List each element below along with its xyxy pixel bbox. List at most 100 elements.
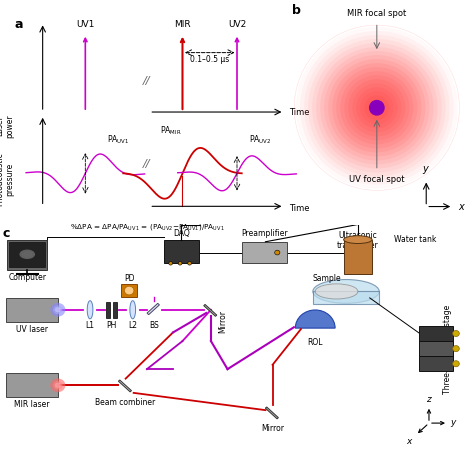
Circle shape: [368, 99, 385, 116]
Circle shape: [188, 262, 191, 265]
Text: b: b: [292, 4, 301, 18]
Circle shape: [55, 307, 61, 313]
Text: BS: BS: [149, 321, 159, 330]
Text: Mirror: Mirror: [261, 424, 284, 433]
Circle shape: [365, 95, 389, 120]
Circle shape: [50, 379, 65, 392]
Text: PA$_\mathrm{MIR}$: PA$_\mathrm{MIR}$: [160, 124, 182, 137]
Circle shape: [169, 262, 173, 265]
Circle shape: [320, 51, 434, 164]
Circle shape: [316, 47, 438, 168]
Text: L1: L1: [86, 321, 94, 330]
Text: %ΔPA = ΔPA/PA$_\mathrm{UV1}$ = (PA$_\mathrm{UV2}$−PA$_\mathrm{UV1}$)/PA$_\mathrm: %ΔPA = ΔPA/PA$_\mathrm{UV1}$ = (PA$_\mat…: [70, 222, 224, 232]
Text: a: a: [14, 18, 23, 31]
Circle shape: [274, 250, 280, 255]
Text: ROL: ROL: [308, 338, 323, 347]
Circle shape: [328, 59, 426, 156]
Polygon shape: [118, 380, 131, 392]
FancyBboxPatch shape: [419, 326, 453, 341]
Circle shape: [124, 286, 134, 295]
Text: PD: PD: [124, 274, 135, 283]
Circle shape: [453, 330, 459, 337]
FancyBboxPatch shape: [313, 291, 379, 304]
Text: PH: PH: [106, 321, 117, 330]
FancyBboxPatch shape: [164, 240, 199, 264]
Polygon shape: [204, 304, 217, 317]
Circle shape: [344, 75, 410, 141]
Text: Three-axis motor stage: Three-axis motor stage: [444, 304, 452, 394]
Bar: [113, 302, 117, 318]
Polygon shape: [265, 407, 278, 419]
Circle shape: [312, 43, 442, 172]
Text: $x$: $x$: [458, 202, 466, 211]
Text: UV2: UV2: [228, 20, 246, 29]
Polygon shape: [87, 301, 93, 319]
FancyBboxPatch shape: [7, 240, 47, 270]
FancyBboxPatch shape: [121, 284, 137, 297]
Circle shape: [324, 55, 429, 160]
Text: Time: Time: [289, 204, 310, 213]
Text: Laser
power: Laser power: [0, 114, 14, 137]
Text: Sample: Sample: [313, 274, 341, 283]
Circle shape: [308, 39, 446, 176]
Text: UV focal spot: UV focal spot: [349, 175, 405, 184]
Text: MIR focal spot: MIR focal spot: [347, 9, 406, 18]
Circle shape: [453, 346, 459, 352]
Text: Computer: Computer: [8, 273, 46, 282]
Text: $z$: $z$: [426, 395, 432, 404]
Text: 0.1–0.5 μs: 0.1–0.5 μs: [190, 55, 229, 64]
Text: //: //: [143, 159, 151, 169]
Circle shape: [373, 103, 381, 112]
Ellipse shape: [313, 280, 379, 303]
Ellipse shape: [315, 284, 358, 299]
Text: $y$: $y$: [422, 164, 430, 176]
Text: c: c: [2, 227, 10, 240]
Circle shape: [336, 67, 418, 149]
Circle shape: [356, 87, 397, 128]
Bar: [106, 302, 110, 318]
Text: UV laser: UV laser: [16, 325, 48, 334]
Text: Water tank: Water tank: [393, 235, 436, 244]
FancyBboxPatch shape: [419, 356, 453, 371]
FancyBboxPatch shape: [419, 341, 453, 356]
Polygon shape: [130, 301, 136, 319]
Circle shape: [50, 303, 65, 317]
Text: $x$: $x$: [406, 437, 414, 446]
FancyBboxPatch shape: [242, 242, 287, 264]
Ellipse shape: [22, 251, 33, 258]
Circle shape: [53, 381, 63, 390]
Circle shape: [55, 383, 61, 388]
Text: DAQ: DAQ: [173, 229, 190, 238]
Wedge shape: [295, 310, 335, 328]
Text: Photoacoustic
pressure: Photoacoustic pressure: [0, 153, 14, 207]
Circle shape: [453, 361, 459, 367]
Text: L2: L2: [128, 321, 137, 330]
Text: Ultrasonic
transducer: Ultrasonic transducer: [337, 231, 379, 251]
Text: Time: Time: [289, 109, 310, 118]
Circle shape: [53, 305, 63, 314]
FancyBboxPatch shape: [344, 240, 372, 274]
Text: MIR laser: MIR laser: [14, 400, 49, 409]
Circle shape: [332, 63, 421, 152]
Circle shape: [370, 101, 384, 115]
Ellipse shape: [19, 250, 35, 259]
Text: Mirror: Mirror: [218, 310, 227, 333]
Text: PA$_\mathrm{UV1}$: PA$_\mathrm{UV1}$: [107, 134, 129, 146]
Text: MIR: MIR: [174, 20, 191, 29]
Ellipse shape: [344, 236, 372, 243]
FancyBboxPatch shape: [9, 242, 45, 267]
Circle shape: [360, 91, 393, 124]
Text: $y$: $y$: [450, 418, 458, 429]
Circle shape: [348, 79, 405, 136]
Circle shape: [178, 262, 182, 265]
Text: //: //: [143, 76, 151, 86]
FancyBboxPatch shape: [6, 298, 58, 321]
Text: Preamplifier: Preamplifier: [241, 229, 288, 238]
Text: PA$_\mathrm{UV2}$: PA$_\mathrm{UV2}$: [249, 134, 271, 146]
Text: UV1: UV1: [76, 20, 94, 29]
Circle shape: [340, 71, 413, 145]
Polygon shape: [147, 304, 159, 315]
Text: Beam combiner: Beam combiner: [95, 398, 156, 407]
Circle shape: [352, 83, 401, 132]
FancyBboxPatch shape: [6, 374, 58, 397]
